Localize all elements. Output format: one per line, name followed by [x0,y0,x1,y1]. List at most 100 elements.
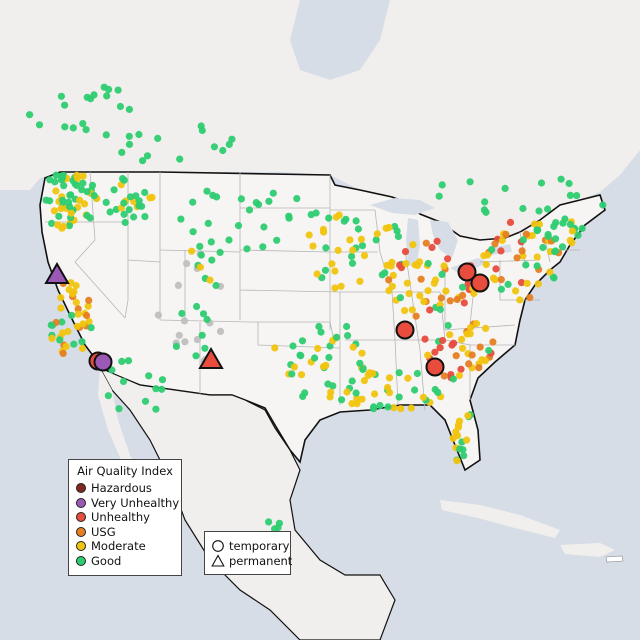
monitor-dot [309,242,317,250]
monitor-dot [198,331,206,339]
monitor-dot [504,280,512,288]
monitor-dot [359,365,367,373]
site-circle-very-unhealthy[interactable] [93,352,113,372]
monitor-dot [102,198,110,206]
legend-label: Hazardous [91,481,152,496]
monitor-dot [551,235,560,243]
monitor-dot [177,215,185,223]
monitor-dot [61,123,69,131]
monitor-dot [497,276,505,284]
monitor-dot [349,246,357,254]
monitor-dot [557,175,565,183]
monitor-dot [243,245,251,253]
monitor-dot [522,230,530,238]
monitor-dot [476,343,484,351]
monitor-dot [125,206,133,214]
monitor-dot [394,232,402,241]
monitor-dot [48,219,56,227]
site-circle-unhealthy[interactable] [457,262,477,282]
monitor-dot [436,344,444,352]
monitor-dot [372,236,380,244]
monitor-dot [176,155,184,163]
monitor-dot [265,518,273,526]
monitor-dot [204,219,212,227]
monitor-dot [64,327,72,336]
monitor-dot [421,335,429,343]
monitor-dot [357,235,365,243]
monitor-dot [453,295,461,304]
monitor-dot [343,388,351,396]
site-circle-unhealthy[interactable] [395,320,415,340]
monitor-dot [424,287,432,295]
hudson-bay [290,0,390,80]
monitor-dot [158,385,166,393]
monitor-dot [48,334,56,342]
monitor-dot [446,331,454,339]
monitor-dot [502,230,510,238]
monitor-dot [539,243,547,252]
site-circle-unhealthy[interactable] [470,273,490,293]
monitor-dot [311,354,319,362]
monitor-dot [424,259,432,268]
monitor-dot [85,296,93,304]
monitor-dot [358,349,366,357]
monitor-dot [434,388,442,396]
monitor-dot [395,369,403,377]
monitor-dot [78,338,86,346]
site-triangle-very-unhealthy[interactable] [44,262,70,284]
monitor-dot [460,452,468,460]
monitor-dot [385,287,393,295]
triangle-icon [211,553,225,567]
monitor-dot [72,282,80,290]
monitor-dot [574,231,582,239]
monitor-dot [180,317,189,325]
monitor-dot [88,181,97,189]
monitor-dot [465,360,473,368]
monitor-dot [181,338,189,346]
monitor-dot [141,213,149,221]
marker-type-legend: temporary permanent [204,531,292,575]
monitor-dot [516,296,524,304]
monitor-dot [73,171,81,179]
monitor-dot [79,120,87,128]
monitor-dot [125,105,133,113]
monitor-dot [422,239,430,247]
monitor-dot [373,230,381,238]
monitor-dot [452,352,460,360]
monitor-dot [66,191,74,199]
legend-entry-hazardous: Hazardous [76,481,174,496]
monitor-dot [498,236,506,244]
monitor-dot [419,393,427,401]
monitor-dot [566,191,575,199]
monitor-dot [444,255,452,263]
monitor-dot [216,327,225,335]
monitor-dot [67,209,75,217]
site-triangle-unhealthy[interactable] [198,347,224,369]
monitor-dot [468,351,476,359]
canada-land [0,0,640,240]
monitor-dot [433,237,441,245]
monitor-dot [506,218,515,226]
monitor-dot [464,280,472,288]
monitor-dot [371,390,379,398]
monitor-dot [457,365,465,373]
monitor-dot [464,412,472,420]
type-entries: temporary permanent [211,538,292,568]
monitor-dot [393,227,401,235]
monitor-dot [344,332,352,340]
monitor-dot [348,377,356,385]
site-circle-unhealthy[interactable] [425,357,445,377]
monitor-dot [121,218,129,227]
monitor-dot [460,299,468,307]
hispaniola [560,543,615,557]
monitor-dot [54,221,62,229]
monitor-dot [50,207,59,215]
monitor-dot [492,265,500,273]
monitor-dot [489,338,497,346]
monitor-dot [58,196,67,204]
monitor-dot [59,222,68,230]
monitor-dot [356,359,364,367]
monitor-dot [390,404,398,412]
legend-entry-unhealthy: Unhealthy [76,510,174,525]
